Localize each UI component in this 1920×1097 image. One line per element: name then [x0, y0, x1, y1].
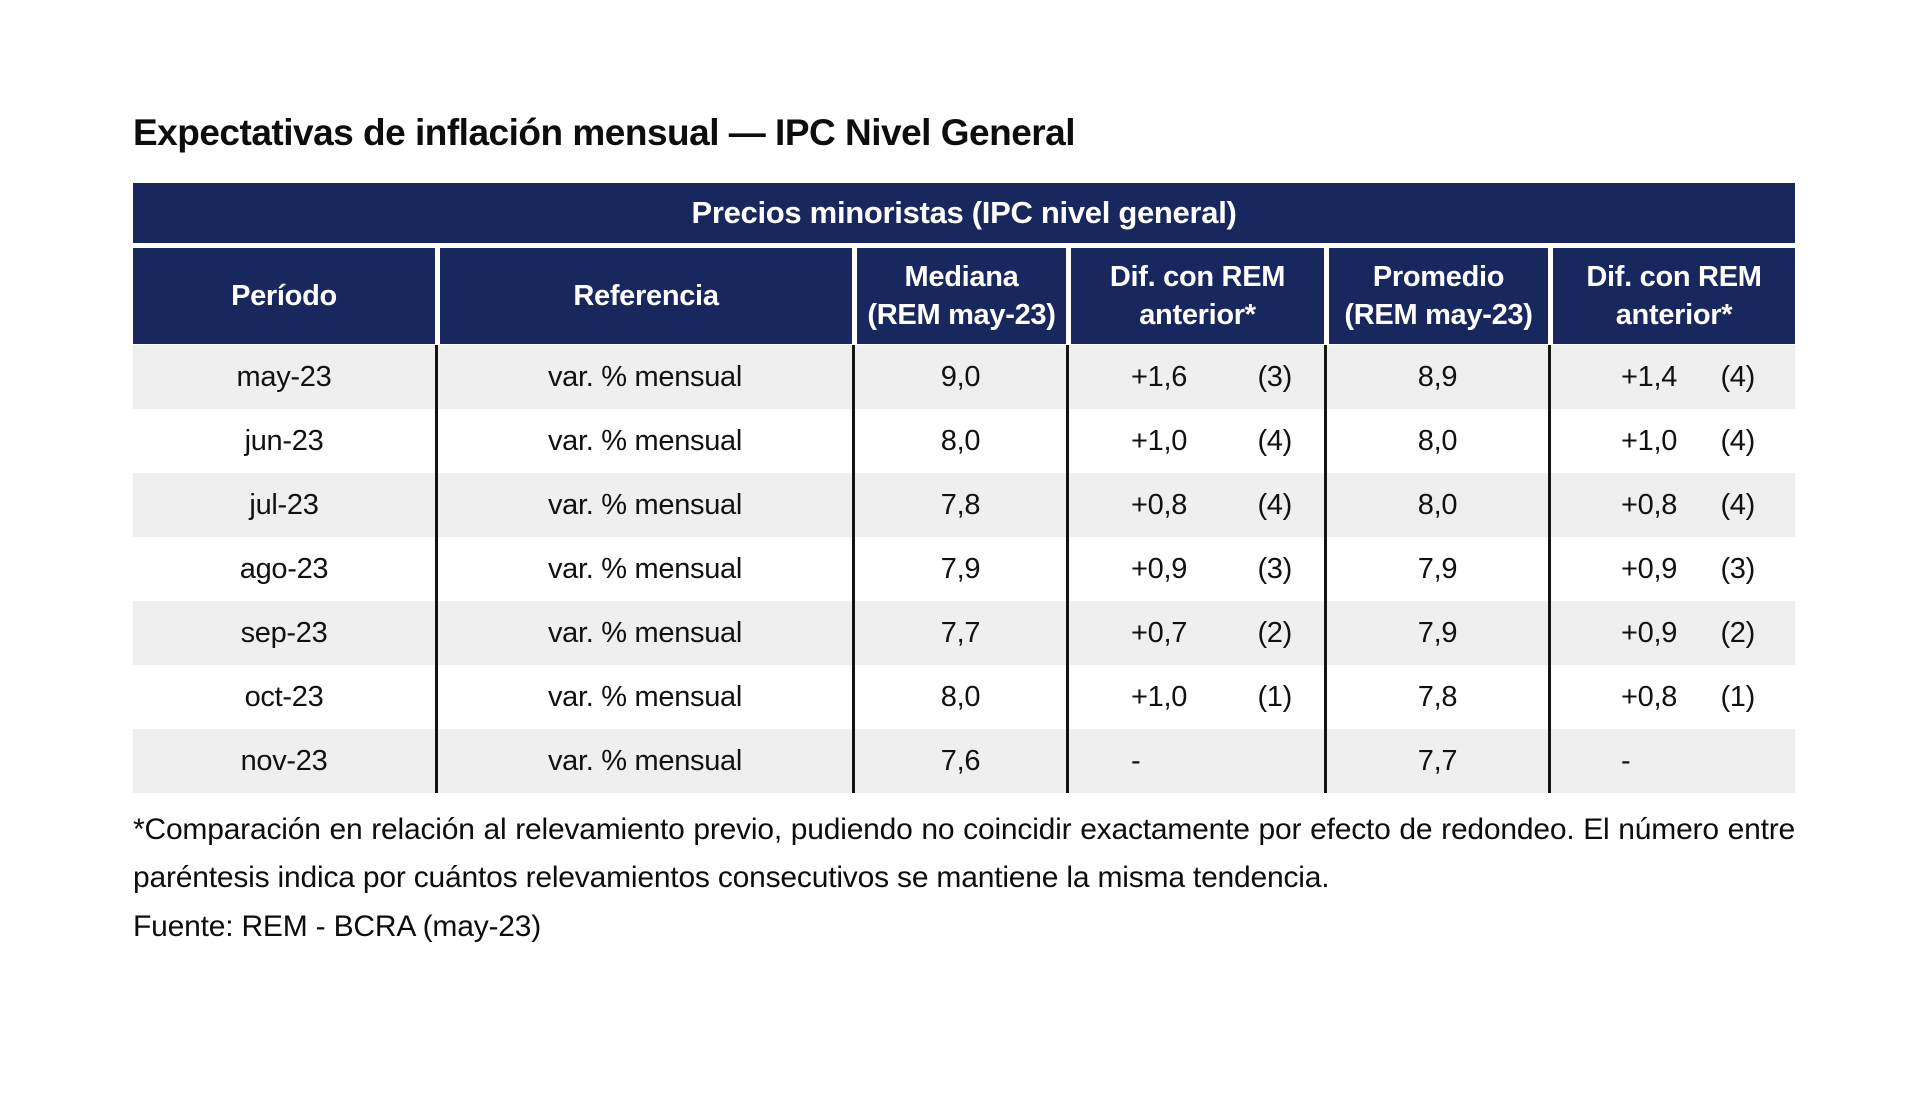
source-line: Fuente: REM - BCRA (may-23) [133, 910, 542, 943]
dif-streak-count: (4) [1720, 424, 1755, 457]
dif-value: - [1621, 744, 1631, 777]
cell-periodo: ago-23 [239, 552, 329, 585]
cell-referencia: var. % mensual [435, 665, 852, 729]
cell-promedio: 8,0 [1324, 473, 1548, 537]
column-header-label-line1: Dif. con REM [1586, 261, 1762, 293]
cell-dif-rem-1: +0,9 (3) [1066, 537, 1324, 601]
cell-promedio: 8,0 [1324, 409, 1548, 473]
column-header-label: Referencia [573, 280, 719, 312]
cell-periodo: may-23 [236, 360, 332, 393]
cell-periodo: sep-23 [240, 616, 328, 649]
table-row: ago-23 var. % mensual 7,9 +0,9 (3) 7,9 +… [133, 537, 1795, 601]
table-footnote: *Comparación en relación al relevamiento… [133, 813, 1795, 894]
table-body: may-23 var. % mensual 9,0 +1,6 (3) 8,9 +… [133, 344, 1795, 793]
dif-value: +0,8 [1621, 488, 1678, 521]
dif-value: - [1131, 744, 1141, 777]
dif-streak-count: (1) [1257, 680, 1292, 713]
cell-dif-rem-2: - [1548, 729, 1795, 793]
dif-value: +0,9 [1621, 616, 1678, 649]
cell-referencia: var. % mensual [435, 601, 852, 665]
column-header-label-line2: (REM may-23) [1344, 299, 1533, 331]
table-row: may-23 var. % mensual 9,0 +1,6 (3) 8,9 +… [133, 345, 1795, 409]
column-header-label-line1: Mediana [904, 261, 1019, 293]
cell-dif-rem-2: +0,8 (1) [1548, 665, 1795, 729]
dif-streak-count: (3) [1720, 552, 1755, 585]
column-header-promedio: Promedio (REM may-23) [1324, 248, 1548, 344]
dif-value: +1,0 [1131, 424, 1188, 457]
cell-dif-rem-1: +1,6 (3) [1066, 345, 1324, 409]
dif-streak-count: (2) [1720, 616, 1755, 649]
cell-referencia: var. % mensual [435, 729, 852, 793]
dif-value: +0,9 [1131, 552, 1188, 585]
cell-mediana: 7,7 [852, 601, 1066, 665]
dif-streak-count: (2) [1257, 616, 1292, 649]
column-header-label-line1: Promedio [1372, 261, 1505, 293]
cell-dif-rem-1: +0,7 (2) [1066, 601, 1324, 665]
dif-streak-count: (3) [1257, 552, 1292, 585]
dif-value: +0,7 [1131, 616, 1188, 649]
cell-mediana: 7,6 [852, 729, 1066, 793]
cell-mediana: 7,9 [852, 537, 1066, 601]
column-header-dif-rem-1: Dif. con REM anterior* [1066, 248, 1324, 344]
cell-promedio: 7,8 [1324, 665, 1548, 729]
dif-streak-count: (4) [1257, 424, 1292, 457]
dif-value: +1,6 [1131, 360, 1188, 393]
cell-dif-rem-2: +1,4 (4) [1548, 345, 1795, 409]
dif-value: +1,0 [1131, 680, 1188, 713]
page-title: Expectativas de inflación mensual — IPC … [133, 112, 1076, 153]
inflation-expectations-table: Precios minoristas (IPC nivel general) P… [133, 183, 1795, 793]
table-row: nov-23 var. % mensual 7,6 - 7,7 - [133, 729, 1795, 793]
dif-value: +1,0 [1621, 424, 1678, 457]
dif-value: +1,4 [1621, 360, 1678, 393]
cell-periodo: oct-23 [244, 680, 324, 713]
cell-mediana: 9,0 [852, 345, 1066, 409]
table-row: jul-23 var. % mensual 7,8 +0,8 (4) 8,0 +… [133, 473, 1795, 537]
dif-value: +0,8 [1621, 680, 1678, 713]
dif-streak-count: (3) [1257, 360, 1292, 393]
dif-streak-count: (4) [1720, 488, 1755, 521]
cell-mediana: 8,0 [852, 409, 1066, 473]
column-header-mediana: Mediana (REM may-23) [852, 248, 1066, 344]
cell-referencia: var. % mensual [435, 345, 852, 409]
dif-value: +0,8 [1131, 488, 1188, 521]
cell-dif-rem-1: +1,0 (4) [1066, 409, 1324, 473]
table-row: oct-23 var. % mensual 8,0 +1,0 (1) 7,8 +… [133, 665, 1795, 729]
column-header-label-line2: anterior* [1615, 299, 1733, 331]
cell-mediana: 8,0 [852, 665, 1066, 729]
column-header-referencia: Referencia [435, 248, 852, 344]
column-header-periodo: Período [133, 248, 435, 344]
cell-periodo: jul-23 [249, 488, 319, 521]
column-header-label-line1: Dif. con REM [1109, 261, 1286, 293]
table-band-title: Precios minoristas (IPC nivel general) [133, 183, 1795, 243]
cell-promedio: 8,9 [1324, 345, 1548, 409]
cell-periodo: nov-23 [240, 744, 328, 777]
cell-referencia: var. % mensual [435, 409, 852, 473]
cell-dif-rem-2: +0,8 (4) [1548, 473, 1795, 537]
cell-dif-rem-2: +0,9 (2) [1548, 601, 1795, 665]
column-header-label-line2: (REM may-23) [867, 299, 1056, 331]
cell-dif-rem-2: +0,9 (3) [1548, 537, 1795, 601]
dif-streak-count: (4) [1720, 360, 1755, 393]
dif-value: +0,9 [1621, 552, 1678, 585]
cell-mediana: 7,8 [852, 473, 1066, 537]
cell-referencia: var. % mensual [435, 537, 852, 601]
cell-promedio: 7,7 [1324, 729, 1548, 793]
cell-dif-rem-1: - [1066, 729, 1324, 793]
cell-dif-rem-2: +1,0 (4) [1548, 409, 1795, 473]
cell-promedio: 7,9 [1324, 601, 1548, 665]
column-header-label-line2: anterior* [1139, 299, 1256, 331]
dif-streak-count: (4) [1257, 488, 1292, 521]
cell-dif-rem-1: +0,8 (4) [1066, 473, 1324, 537]
dif-streak-count: (1) [1720, 680, 1755, 713]
column-header-dif-rem-2: Dif. con REM anterior* [1548, 248, 1795, 344]
table-row: sep-23 var. % mensual 7,7 +0,7 (2) 7,9 +… [133, 601, 1795, 665]
table-header-row: Período Referencia Mediana (REM may-23) … [133, 248, 1795, 344]
cell-referencia: var. % mensual [435, 473, 852, 537]
column-header-label: Período [231, 280, 337, 312]
cell-periodo: jun-23 [244, 424, 324, 457]
cell-dif-rem-1: +1,0 (1) [1066, 665, 1324, 729]
table-row: jun-23 var. % mensual 8,0 +1,0 (4) 8,0 +… [133, 409, 1795, 473]
cell-promedio: 7,9 [1324, 537, 1548, 601]
